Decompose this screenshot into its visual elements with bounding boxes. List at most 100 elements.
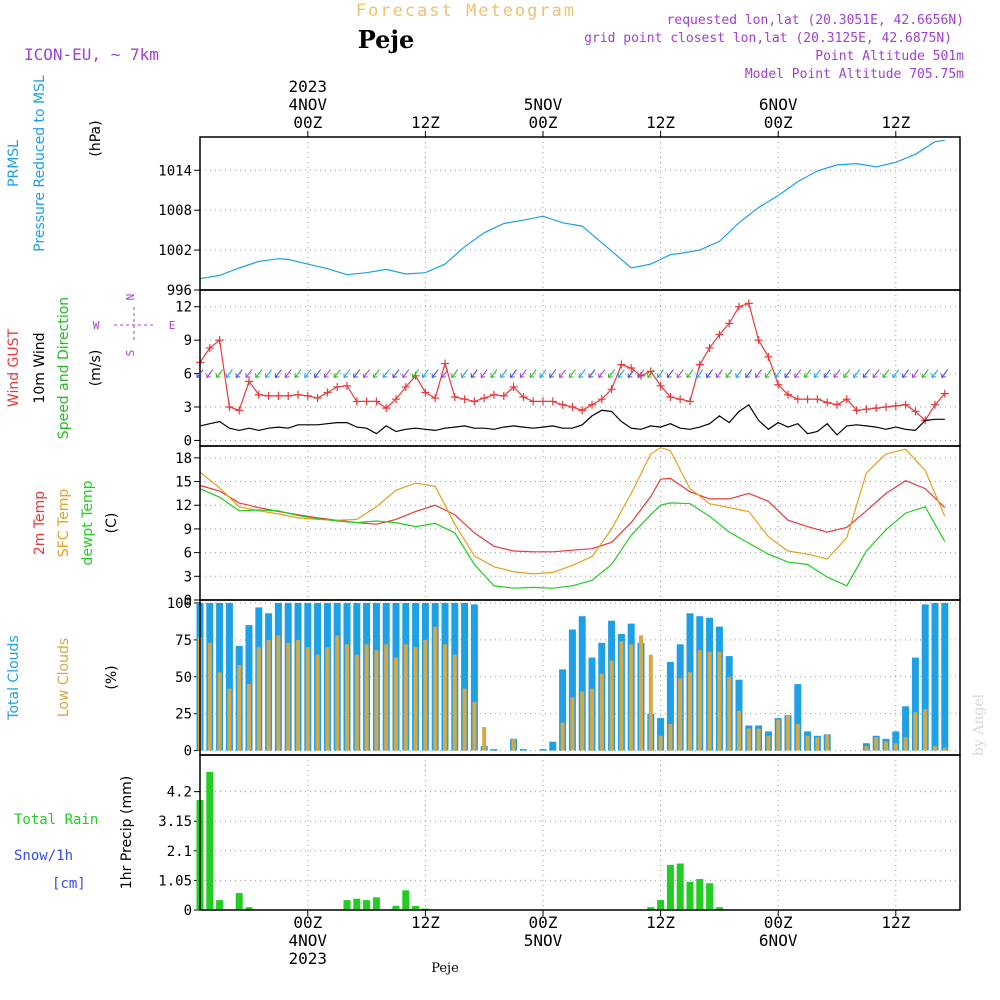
bar-low-clouds	[756, 728, 761, 751]
wind-arrow	[353, 369, 361, 379]
wind-arrow	[500, 369, 508, 379]
gust-marker	[372, 397, 381, 406]
gust-marker	[676, 395, 685, 404]
panel-label: SFC Temp	[56, 489, 72, 558]
gust-marker	[597, 395, 606, 404]
bar-low-clouds	[423, 639, 428, 751]
top-time-label: 00Z	[529, 113, 558, 132]
wind-arrow	[235, 369, 243, 379]
bar-low-clouds	[923, 709, 928, 751]
panel-label: Pressure Reduced to MSL	[32, 75, 48, 252]
wind-arrow	[637, 369, 645, 379]
bar-low-clouds	[707, 651, 712, 751]
wind-arrow	[372, 369, 380, 379]
bottom-time-label: 4NOV	[289, 931, 328, 950]
wind-arrow	[578, 369, 586, 379]
wind-arrow	[813, 369, 821, 379]
bar-total-rain	[343, 900, 351, 910]
wind-arrow	[774, 369, 782, 379]
wind-arrow	[206, 369, 214, 379]
gust-marker	[588, 400, 596, 409]
wind-arrow	[794, 369, 802, 379]
gust-marker	[294, 390, 302, 399]
gust-marker	[303, 391, 312, 400]
ytick-label: 50	[175, 670, 192, 686]
gust-marker	[607, 385, 616, 394]
wind-arrow	[882, 369, 890, 379]
bar-low-clouds	[668, 724, 673, 751]
gust-marker	[813, 395, 822, 404]
gust-marker	[519, 392, 528, 401]
panel-unit: 1hr Precip (mm)	[119, 776, 135, 889]
gust-marker	[627, 364, 636, 372]
wind-arrow	[617, 369, 625, 379]
bar-low-clouds	[560, 722, 565, 751]
gust-marker	[705, 343, 714, 352]
wind-arrow	[333, 369, 341, 379]
location-title: Peje	[358, 25, 415, 54]
ytick-label: 1008	[158, 203, 192, 219]
top-time-label: 5NOV	[524, 95, 563, 114]
ytick-label: 6	[184, 546, 192, 562]
bar-low-clouds	[688, 672, 692, 751]
bottom-time-label: 6NOV	[759, 931, 798, 950]
bottom-time-label: 00Z	[529, 913, 558, 932]
bar-total-clouds	[461, 603, 469, 751]
top-time-label: 12Z	[646, 113, 675, 132]
gust-marker	[284, 391, 293, 400]
ytick-label: 1.05	[158, 873, 192, 889]
gust-marker	[578, 406, 587, 415]
panel-frame	[199, 136, 961, 291]
bar-low-clouds	[266, 639, 271, 751]
wind-arrow	[941, 369, 949, 379]
point-altitude: Point Altitude 501m	[815, 49, 964, 64]
gust-marker	[323, 388, 332, 397]
bar-total-rain	[392, 905, 400, 910]
bar-total-rain	[245, 907, 253, 910]
panel-label: Wind GUST	[6, 328, 22, 407]
bar-total-rain	[686, 881, 694, 910]
ytick-label: 3	[184, 569, 192, 585]
bar-low-clouds	[384, 644, 389, 751]
bar-low-clouds	[413, 647, 418, 751]
series-2m-temp	[199, 477, 946, 553]
wind-direction-arrows	[196, 369, 949, 379]
wind-arrow	[588, 369, 596, 379]
bar-low-clouds	[374, 650, 379, 751]
ytick-label: 3	[184, 400, 192, 416]
bar-low-clouds	[482, 727, 487, 751]
wind-arrow	[647, 369, 655, 379]
bar-low-clouds	[403, 644, 408, 751]
gust-marker	[343, 381, 351, 390]
wind-arrow	[843, 369, 851, 379]
ytick-label: 6	[184, 367, 192, 383]
precip-label-rain: Total Rain	[14, 812, 98, 828]
bar-low-clouds	[227, 688, 232, 751]
bar-total-clouds	[559, 669, 567, 751]
bar-low-clouds	[776, 719, 781, 751]
gust-marker	[333, 382, 342, 391]
bar-low-clouds	[462, 688, 467, 751]
bar-total-rain	[647, 907, 655, 910]
bar-low-clouds	[590, 688, 594, 751]
ytick-label: 9	[184, 333, 192, 349]
panel-frame	[199, 289, 961, 447]
gust-marker	[470, 397, 479, 406]
wind-arrow	[627, 369, 635, 379]
bar-low-clouds	[766, 735, 771, 751]
bar-low-clouds	[207, 642, 212, 751]
ytick-label: 12	[175, 300, 192, 316]
wind-arrow	[314, 369, 321, 379]
gust-marker	[774, 380, 783, 389]
panel-label: 2m Temp	[32, 491, 48, 555]
bar-total-rain	[657, 900, 665, 910]
bar-low-clouds	[629, 644, 634, 751]
ytick-label: 3.15	[158, 814, 192, 830]
wind-arrow	[255, 369, 263, 379]
wind-arrow	[510, 369, 517, 379]
bar-total-clouds	[794, 684, 802, 751]
wind-arrow	[657, 369, 664, 379]
bar-total-rain	[206, 771, 214, 910]
bar-low-clouds	[893, 743, 898, 751]
panel-unit: (hPa)	[88, 120, 104, 156]
